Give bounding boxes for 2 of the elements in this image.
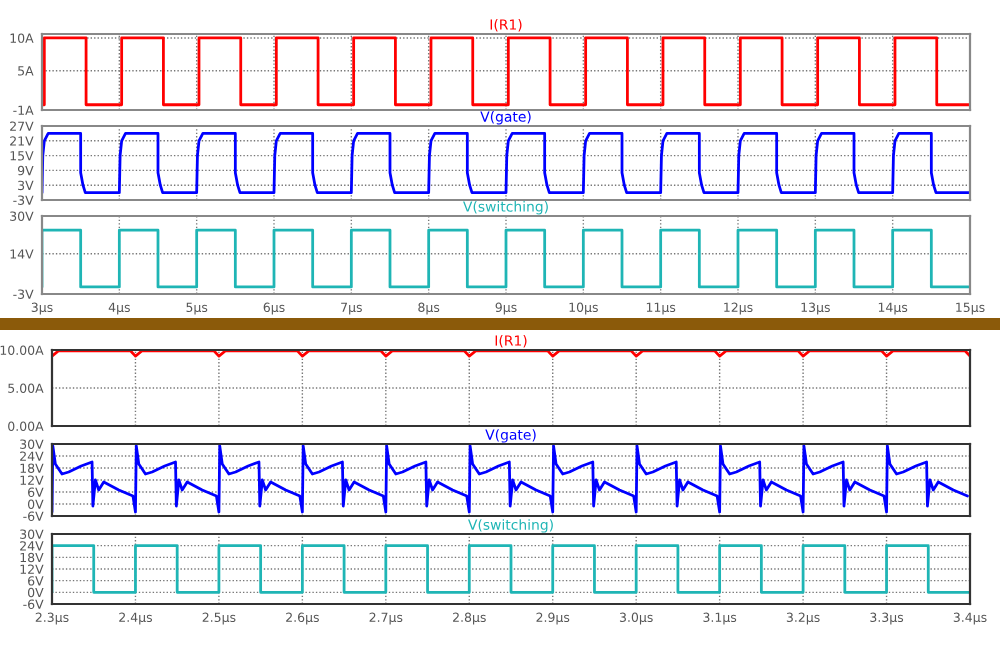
line-series xyxy=(42,132,970,194)
line-series xyxy=(52,444,969,514)
